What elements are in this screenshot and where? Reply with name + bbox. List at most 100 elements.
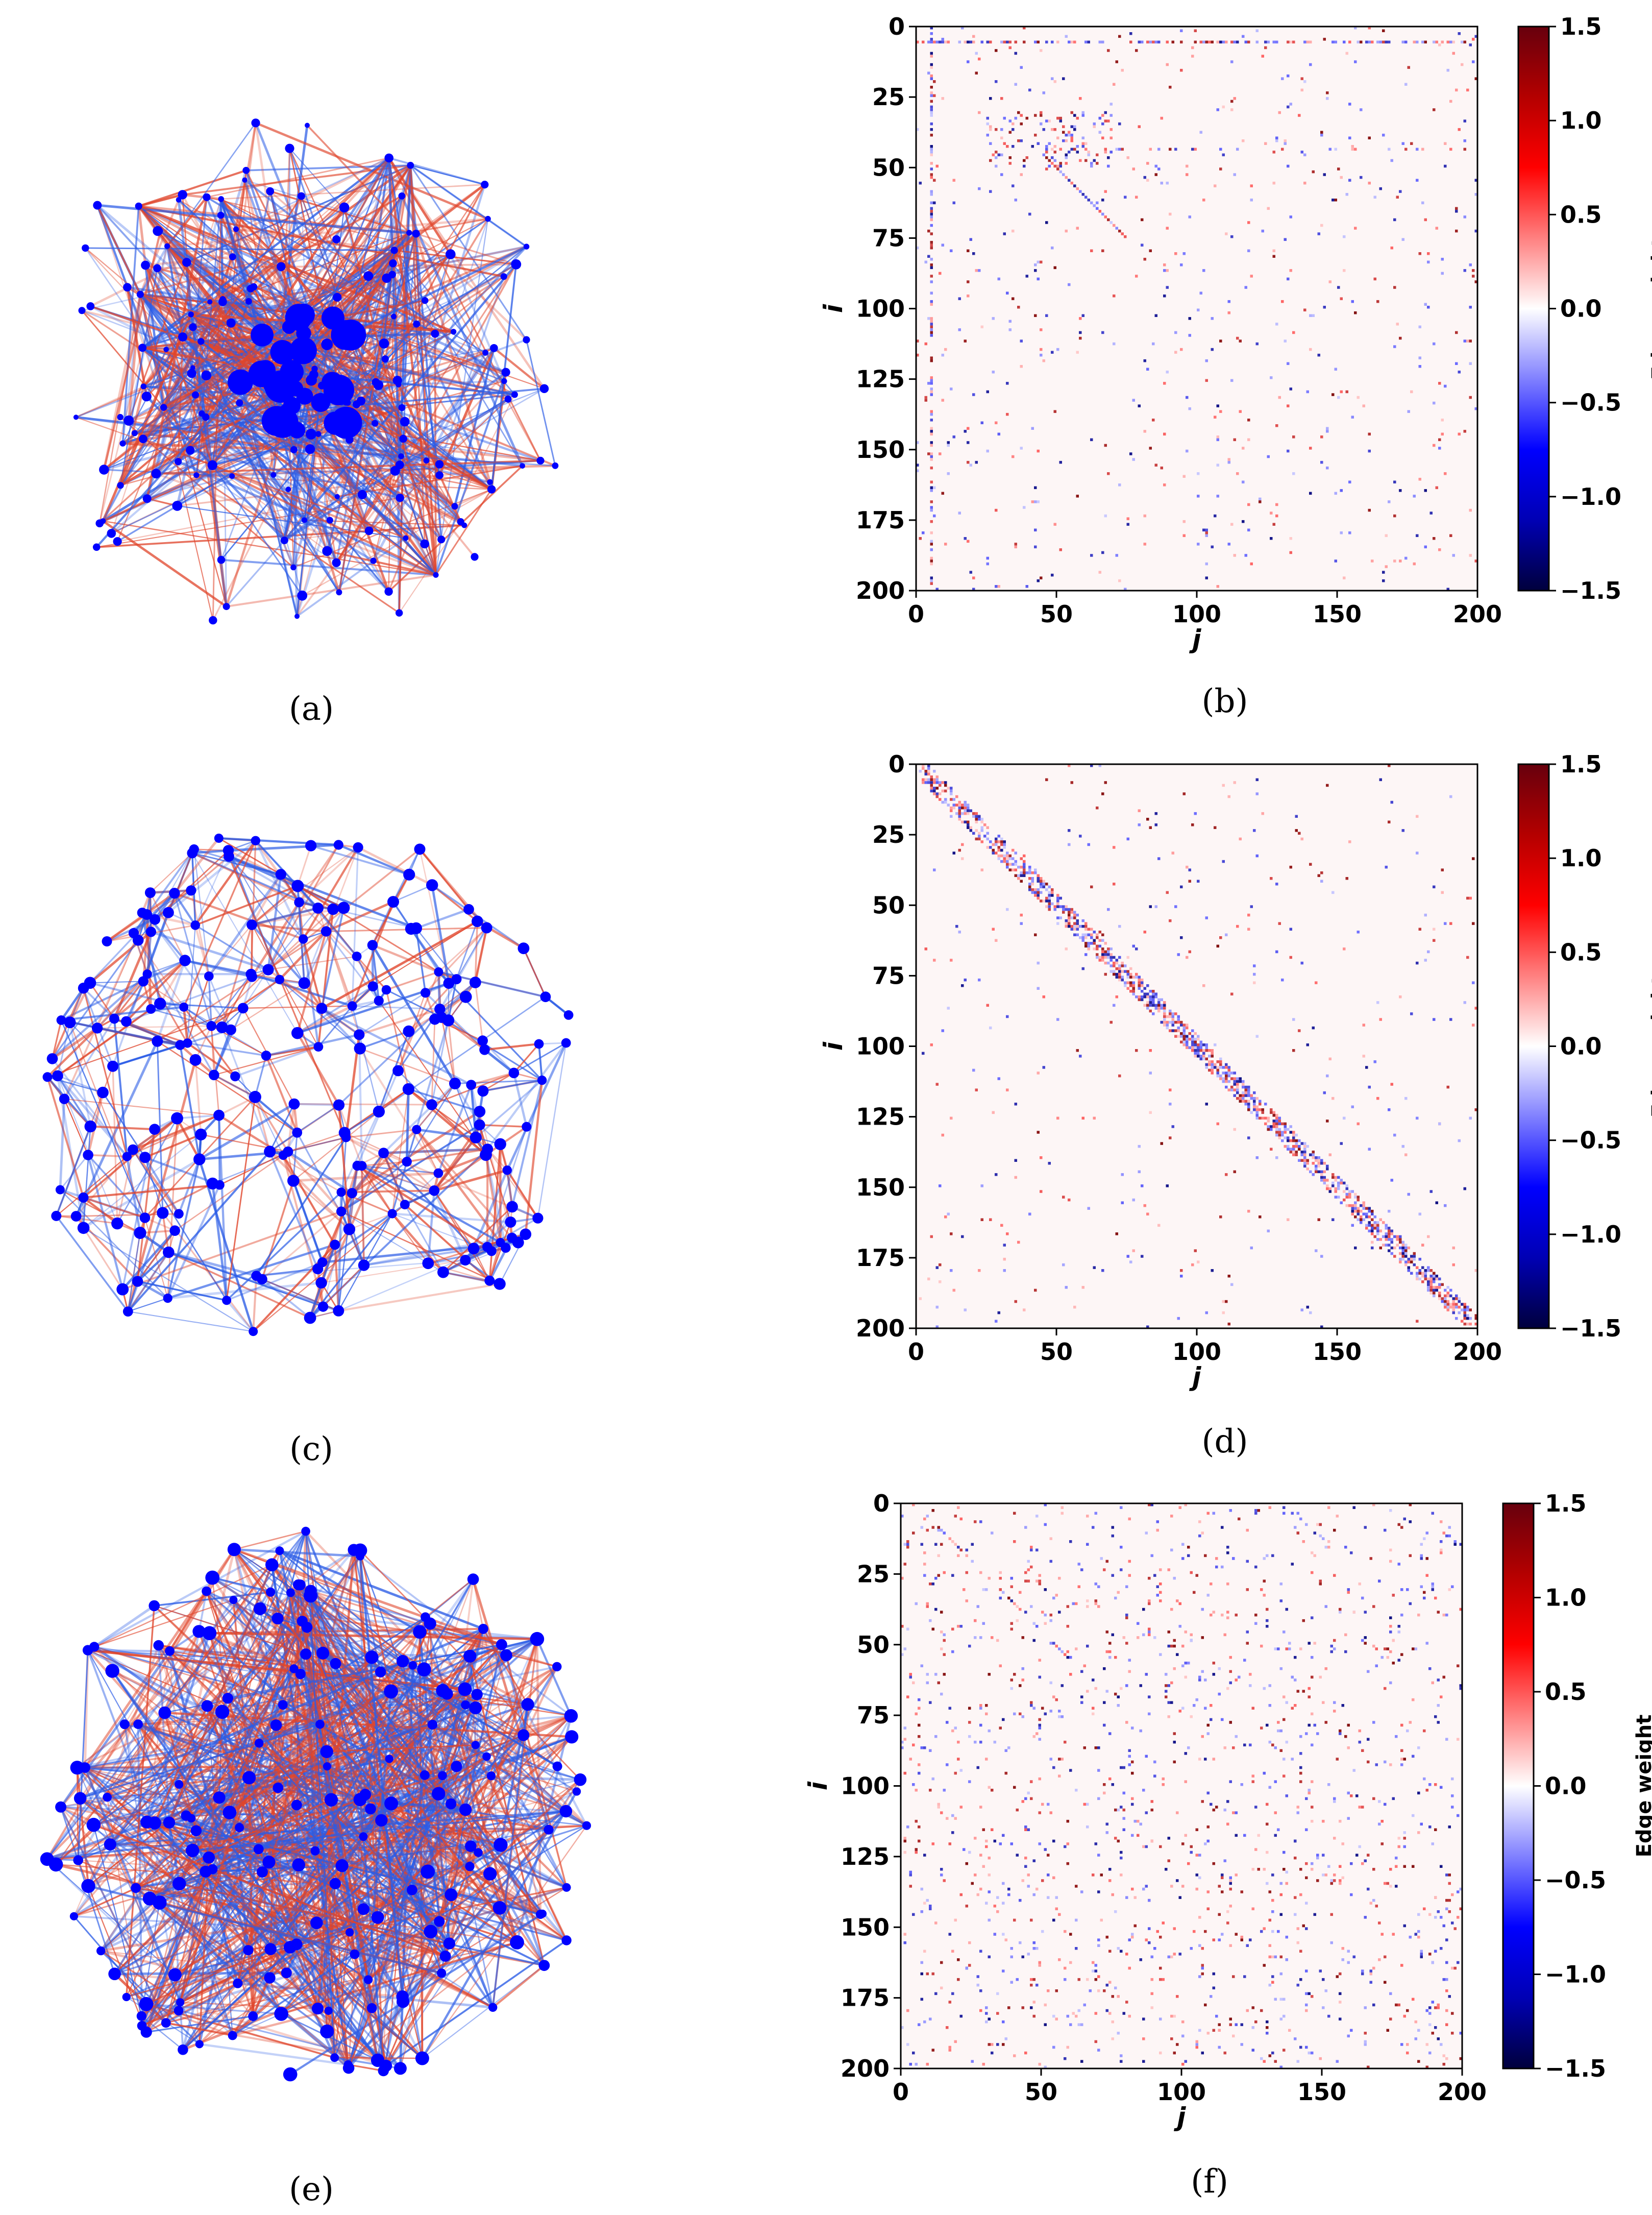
network-edges — [47, 838, 569, 1331]
network-edge — [352, 847, 358, 1006]
heatmap-cell — [1093, 947, 1096, 951]
heatmap-cell — [1006, 863, 1009, 866]
heatmap-cell — [1376, 1221, 1379, 1224]
heatmap-cell — [995, 151, 998, 154]
heatmap-cell — [930, 106, 933, 109]
network-edge — [219, 838, 339, 845]
network-graph-e — [40, 1527, 591, 2082]
heatmap-cell — [1354, 1215, 1357, 1219]
heatmap-cell — [1469, 1317, 1472, 1320]
heatmap-cell — [1371, 41, 1374, 44]
heatmap-cell — [1121, 232, 1124, 235]
heatmap-cell — [1205, 1311, 1209, 1315]
heatmap-cell — [1096, 953, 1099, 956]
network-node — [238, 1003, 249, 1014]
network-node — [460, 991, 472, 1003]
heatmap-cell — [1365, 1207, 1368, 1210]
heatmap-cell — [1335, 1176, 1338, 1179]
heatmap-cell — [1472, 922, 1475, 925]
heatmap-cell — [1034, 888, 1037, 891]
heatmap-cell — [1270, 877, 1273, 880]
heatmap-cell — [1312, 1162, 1315, 1165]
heatmap-cell — [1028, 868, 1031, 871]
heatmap-cell — [1040, 886, 1043, 889]
heatmap-cell — [930, 86, 933, 89]
heatmap-cell — [953, 804, 956, 807]
heatmap-cell — [1273, 151, 1276, 154]
heatmap-cell — [1101, 947, 1104, 951]
network-node — [396, 494, 404, 502]
heatmap-cell — [1374, 1227, 1377, 1230]
heatmap-cell — [1079, 337, 1082, 340]
heatmap-cell — [1208, 1060, 1211, 1063]
heatmap-cell — [1253, 829, 1256, 832]
heatmap-cell — [1402, 1247, 1405, 1250]
heatmap-cell — [1191, 46, 1194, 50]
heatmap-cell — [1402, 142, 1405, 145]
heatmap-cell — [1402, 829, 1405, 832]
heatmap-cell — [1416, 851, 1419, 855]
network-node — [284, 383, 293, 393]
heatmap-cell — [1048, 1162, 1051, 1165]
heatmap-cell — [1065, 134, 1068, 137]
heatmap-cell — [1447, 41, 1450, 44]
heatmap-cell — [1121, 976, 1124, 979]
heatmap-cell — [1410, 1258, 1413, 1261]
heatmap-cell — [1065, 139, 1068, 142]
heatmap-cell — [1073, 114, 1076, 117]
heatmap-cell — [1396, 1238, 1399, 1241]
heatmap-cell — [1146, 993, 1149, 996]
heatmap-cell — [1015, 117, 1018, 120]
heatmap-cell — [1110, 959, 1113, 962]
heatmap-cell — [1183, 252, 1186, 255]
heatmap-cell — [930, 75, 933, 78]
heatmap-cell — [1351, 1204, 1354, 1207]
heatmap-cell — [1228, 1075, 1231, 1078]
heatmap-cell — [1197, 1055, 1200, 1058]
heatmap-cell — [1447, 1292, 1450, 1295]
heatmap-cell — [1076, 934, 1079, 937]
heatmap-cell — [1082, 114, 1085, 117]
heatmap-cell — [1056, 903, 1059, 906]
heatmap-cell — [1388, 41, 1391, 44]
heatmap-cell — [939, 41, 942, 44]
heatmap-cell — [1166, 1015, 1169, 1018]
heatmap-cell — [1404, 1097, 1408, 1100]
heatmap-cell — [1430, 1278, 1433, 1281]
heatmap-cell — [1376, 41, 1379, 44]
heatmap-cell — [1222, 1066, 1225, 1069]
heatmap-cell — [1250, 184, 1253, 187]
heatmap-cell — [1253, 1091, 1256, 1094]
heatmap-cell — [1127, 987, 1130, 990]
heatmap-cell — [936, 41, 939, 44]
heatmap-cell — [1424, 1272, 1427, 1275]
heatmap-cell — [1303, 1156, 1306, 1159]
heatmap-cell — [1180, 69, 1183, 72]
heatmap-cell — [1256, 855, 1259, 858]
heatmap-cell — [1337, 286, 1340, 289]
heatmap-cell — [1303, 1165, 1306, 1168]
network-node — [157, 1207, 168, 1219]
heatmap-cell — [961, 984, 964, 987]
heatmap-cell — [1135, 973, 1138, 976]
heatmap-cell — [1163, 263, 1166, 266]
heatmap-cell — [1157, 1010, 1161, 1013]
network-edge — [90, 1127, 155, 1130]
heatmap-cell — [1413, 563, 1416, 566]
heatmap-cell — [1292, 1151, 1295, 1154]
heatmap-cell — [1093, 159, 1096, 162]
heatmap-cell — [1464, 148, 1467, 151]
heatmap-cell — [1037, 261, 1040, 263]
heatmap-cell — [1172, 1125, 1175, 1128]
heatmap-cell — [933, 515, 936, 518]
heatmap-cell — [1449, 1295, 1452, 1298]
heatmap-cell — [1149, 999, 1152, 1002]
heatmap-cell — [1157, 1007, 1161, 1010]
heatmap-cell — [1323, 306, 1326, 309]
network-node — [299, 934, 308, 943]
heatmap-cell — [930, 444, 933, 447]
heatmap-cell — [1275, 1128, 1278, 1131]
heatmap-cell — [978, 269, 981, 272]
heatmap-cell — [1469, 306, 1472, 309]
heatmap-cell — [1234, 554, 1237, 557]
